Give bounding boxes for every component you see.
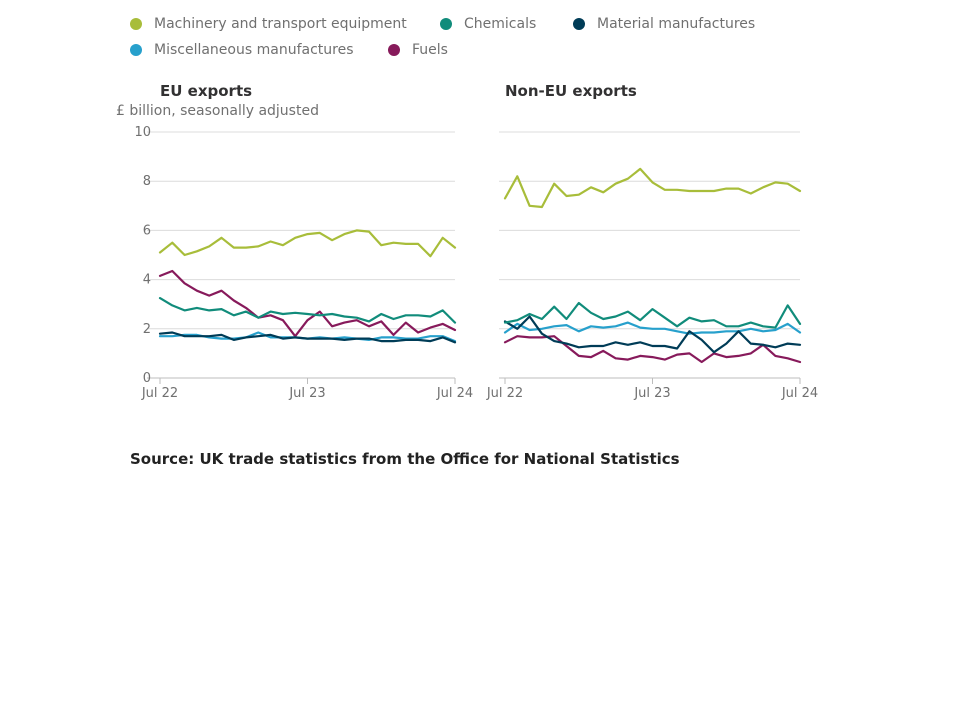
- eu-y-tick-label-4: 4: [143, 273, 151, 288]
- export-line-charts: 0 2 4 6 8 10 Jul 22 Jul 23 Jul 24 Jul 22 Jul 23 Jul…: [134, 125, 818, 401]
- legend-item-fuels[interactable]: Fuels: [388, 42, 448, 58]
- eu-y-tick-label-2: 2: [143, 322, 151, 337]
- legend-swatch-chemicals: [440, 18, 452, 30]
- non-eu-series-line-fuels: [503, 335, 802, 364]
- legend-swatch-fuels: [388, 44, 400, 56]
- eu-x-tick-label-2: Jul 24: [436, 386, 473, 401]
- non-eu-series-line-machinery: [503, 167, 802, 209]
- eu-x-tick-label-0: Jul 22: [141, 386, 178, 401]
- non-eu-x-tick-label-1: Jul 23: [633, 386, 670, 401]
- eu-exports-title: EU exports: [160, 82, 253, 100]
- eu-y-tick-label-6: 6: [143, 223, 151, 238]
- non-eu-series-line-miscellaneous: [503, 321, 802, 335]
- source-note: Source: UK trade statistics from the Off…: [130, 450, 680, 468]
- legend-swatch-miscellaneous: [130, 44, 142, 56]
- non-eu-x-tick-label-2: Jul 24: [781, 386, 818, 401]
- legend-swatch-machinery: [130, 18, 142, 30]
- legend-swatch-material: [573, 18, 585, 30]
- legend-label-machinery: Machinery and transport equipment: [154, 16, 407, 32]
- eu-series-line-fuels: [158, 269, 457, 338]
- eu-series-line-chemicals: [158, 297, 457, 324]
- legend-label-fuels: Fuels: [412, 42, 448, 58]
- eu-series-line-machinery: [158, 229, 457, 258]
- non-eu-exports-title: Non-EU exports: [505, 82, 637, 100]
- legend-label-chemicals: Chemicals: [464, 16, 537, 32]
- legend-item-machinery[interactable]: Machinery and transport equipment: [130, 16, 407, 32]
- legend-label-material: Material manufactures: [597, 16, 756, 32]
- non-eu-x-tick-label-0: Jul 22: [486, 386, 523, 401]
- legend-item-chemicals[interactable]: Chemicals: [440, 16, 536, 32]
- eu-y-tick-label-0: 0: [143, 371, 151, 386]
- eu-y-tick-label-8: 8: [143, 174, 151, 189]
- legend-item-miscellaneous[interactable]: Miscellaneous manufactures: [130, 42, 354, 58]
- units-label: £ billion, seasonally adjusted: [116, 103, 319, 119]
- eu-y-tick-label-10: 10: [134, 125, 151, 140]
- legend-item-material[interactable]: Material manufactures: [573, 16, 755, 32]
- eu-series-line-material: [158, 331, 457, 344]
- non-eu-series-line-chemicals: [503, 301, 802, 329]
- eu-x-tick-label-1: Jul 23: [288, 386, 325, 401]
- legend-label-miscellaneous: Miscellaneous manufactures: [154, 42, 354, 58]
- non-eu-series-line-material: [503, 315, 802, 354]
